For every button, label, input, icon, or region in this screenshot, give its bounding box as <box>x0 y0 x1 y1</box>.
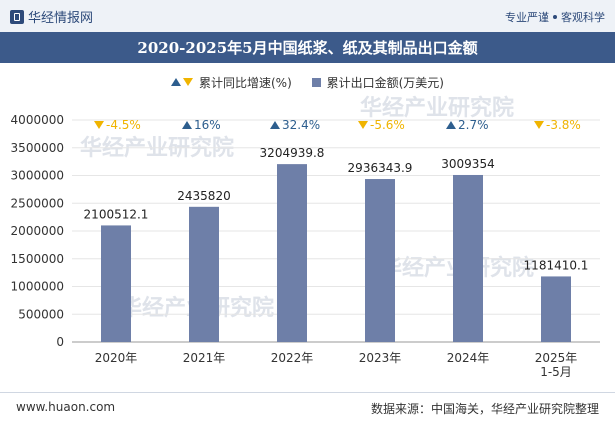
growth-label: -5.6% <box>370 118 405 132</box>
chart-legend: 累计同比增速(%) 累计出口金额(万美元) <box>0 74 615 91</box>
y-tick-label: 1000000 <box>11 280 64 294</box>
bar-value-label: 2936343.9 <box>348 161 413 175</box>
value-labels: 2100512.1 2435820 3204939.8 2936343.9 300935… <box>84 146 589 272</box>
growth-markers: -4.5% 16% 32.4% -5.6% 2.7% -3.8% <box>94 118 581 132</box>
brand-logo-icon <box>10 10 24 24</box>
growth-label: 16% <box>194 118 221 132</box>
footer-divider <box>0 392 615 393</box>
y-tick-label: 1500000 <box>11 252 64 266</box>
chart-title: 2020-2025年5月中国纸浆、纸及其制品出口金额 <box>137 39 478 57</box>
legend-item-amount: 累计出口金额(万美元) <box>311 74 444 91</box>
bar <box>277 164 307 342</box>
bar-value-label: 3204939.8 <box>260 146 325 160</box>
triangle-down-icon <box>358 121 368 129</box>
bar <box>189 206 219 342</box>
website-link[interactable]: www.huaon.com <box>16 400 116 414</box>
grid-lines <box>72 119 600 343</box>
brand-name: 华经情报网 <box>28 11 94 26</box>
y-tick-label: 0 <box>56 335 64 349</box>
legend-swatch <box>311 78 321 87</box>
x-tick-label: 2025年 <box>535 351 578 365</box>
y-tick-label: 3500000 <box>11 141 64 155</box>
x-tick-label: 2024年 <box>447 351 490 365</box>
y-tick-label: 2500000 <box>11 196 64 210</box>
bar <box>101 225 131 342</box>
bars <box>101 164 571 342</box>
slogan-right: 客观科学 <box>561 11 605 24</box>
y-tick-label: 2000000 <box>11 224 64 238</box>
bar-value-label: 2435820 <box>177 189 230 203</box>
y-axis-ticks: 0 500000 1000000 1500000 2000000 2500000 30000… <box>11 113 64 349</box>
y-tick-label: 4000000 <box>11 113 64 127</box>
bar <box>541 276 571 342</box>
bar-value-label: 1181410.1 <box>524 258 589 272</box>
bar <box>453 174 483 342</box>
triangle-down-icon <box>94 121 104 129</box>
x-tick-label: 2023年 <box>359 351 402 365</box>
top-bar: 华经情报网 专业严谨 客观科学 <box>0 0 615 32</box>
x-tick-label: 2021年 <box>183 351 226 365</box>
slogan-left: 专业严谨 <box>505 11 549 24</box>
triangle-up-icon <box>171 78 181 86</box>
brand[interactable]: 华经情报网 <box>10 7 93 26</box>
triangle-up-icon <box>270 121 280 129</box>
growth-label: -3.8% <box>546 118 581 132</box>
y-tick-label: 500000 <box>18 307 64 321</box>
bar-value-label: 3009354 <box>441 157 494 171</box>
growth-label: -4.5% <box>106 118 141 132</box>
x-tick-label: 1-5月 <box>540 365 572 379</box>
growth-label: 2.7% <box>458 118 489 132</box>
bar <box>365 179 395 342</box>
y-tick-label: 3000000 <box>11 169 64 183</box>
legend-growth-label: 累计同比增速(%) <box>199 76 292 90</box>
x-tick-label: 2022年 <box>271 351 314 365</box>
legend-item-growth: 累计同比增速(%) <box>171 74 292 91</box>
triangle-down-icon <box>183 78 193 86</box>
x-tick-label: 2020年 <box>95 351 138 365</box>
slogan: 专业严谨 客观科学 <box>505 9 605 25</box>
legend-amount-label: 累计出口金额(万美元) <box>326 76 444 90</box>
bullet-icon <box>553 15 557 19</box>
triangle-down-icon <box>534 121 544 129</box>
triangle-up-icon <box>446 121 456 129</box>
growth-label: 32.4% <box>282 118 320 132</box>
bar-value-label: 2100512.1 <box>84 207 149 221</box>
triangle-up-icon <box>182 121 192 129</box>
data-source: 数据来源：中国海关，华经产业研究院整理 <box>370 402 599 416</box>
title-bar: 2020-2025年5月中国纸浆、纸及其制品出口金额 <box>0 32 615 63</box>
